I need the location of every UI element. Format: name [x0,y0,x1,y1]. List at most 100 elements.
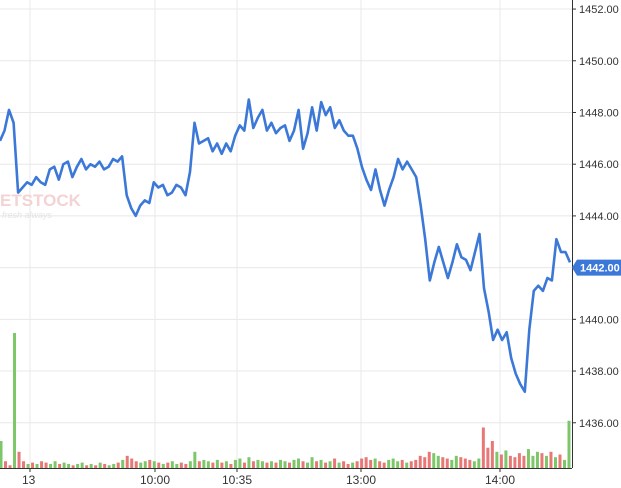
volume-bar [427,451,431,468]
volume-bar [544,455,548,468]
volume-bar [166,462,170,468]
volume-bar [188,461,192,468]
volume-bar [562,459,566,468]
grid [0,0,572,468]
volume-bar [130,458,134,468]
volume-bar [62,462,66,468]
volume-bar [206,461,210,468]
volume-bar [432,453,436,468]
volume-bar [459,457,463,468]
volume-bar [481,427,485,468]
volume-bar [220,462,224,468]
y-tick-label: 1444.00 [579,211,619,223]
volume-bar [202,459,206,468]
volume-bar [103,463,107,468]
volume-bar [337,462,341,468]
volume-bar [148,459,152,468]
volume-bar [211,462,215,468]
volume-bar [319,459,323,468]
volume-bar [0,441,3,468]
volume-bar [35,463,39,468]
volume-bar [495,451,499,468]
volume-bar [553,457,557,468]
volume-bar [441,457,445,468]
volume-bar [229,463,233,468]
volume-bars [0,333,571,468]
volume-bar [26,463,30,468]
volume-bar [76,463,80,468]
volume-bar [513,457,517,468]
volume-bar [256,459,260,468]
volume-bar [468,459,472,468]
volume-bar [44,462,48,468]
volume-bar [445,458,449,468]
y-tick-label: 1440.00 [579,314,619,326]
volume-bar [346,463,350,468]
volume-bar [247,457,251,468]
volume-bar [288,462,292,468]
volume-bar [531,455,535,468]
y-tick-label: 1450.00 [579,56,619,68]
volume-bar [418,455,422,468]
volume-bar [486,447,490,468]
watermark-sub: fresh always [2,210,53,220]
volume-bar [139,462,143,468]
volume-bar [508,455,512,468]
volume-bar [292,459,296,468]
volume-bar [414,459,418,468]
volume-bar [477,458,481,468]
y-tick-label: 1438.00 [579,366,619,378]
price-series [0,98,572,393]
volume-bar [265,462,269,468]
volume-bar [134,461,138,468]
volume-bar [31,462,35,468]
volume-bar [71,465,75,468]
volume-bar [4,461,8,468]
volume-bar [355,461,359,468]
volume-bar [274,462,278,468]
y-axis: 1452.00 1450.00 1448.00 1446.00 1444.00 1442.… [572,0,619,468]
volume-bar [107,465,111,468]
volume-bar [369,459,373,468]
volume-bar [297,458,301,468]
volume-bar [269,461,273,468]
volume-bar [170,461,174,468]
volume-bar [80,462,84,468]
volume-bar [224,461,228,468]
volume-bar [152,461,156,468]
volume-bar [387,459,391,468]
volume-bar [157,462,161,468]
volume-bar [315,461,319,468]
volume-bar [535,451,539,468]
volume-bar [522,455,526,468]
price-line [0,98,572,393]
volume-bar [396,461,400,468]
volume-bar [233,459,237,468]
x-tick-label: 14:00 [485,473,515,487]
volume-bar [251,461,255,468]
volume-bar [472,461,476,468]
volume-bar [161,463,165,468]
volume-bar [310,457,314,468]
volume-bar [454,455,458,468]
volume-bar [58,463,62,468]
y-tick-label: 1448.00 [579,107,619,119]
volume-bar [22,461,26,468]
volume-bar [405,462,409,468]
volume-bar [436,455,440,468]
volume-bar [238,458,242,468]
watermark-main: ETSTOCK [0,191,82,210]
volume-bar [526,449,530,468]
volume-bar [540,453,544,468]
x-tick-label: 13 [22,473,36,487]
volume-bar [112,463,116,468]
last-price-badge [572,259,621,276]
volume-bar [175,463,179,468]
volume-bar [125,455,129,468]
volume-bar [364,457,368,468]
last-price-marker: 1442.00 [572,259,621,276]
x-tick-label: 13:00 [346,473,376,487]
volume-bar [558,454,562,468]
